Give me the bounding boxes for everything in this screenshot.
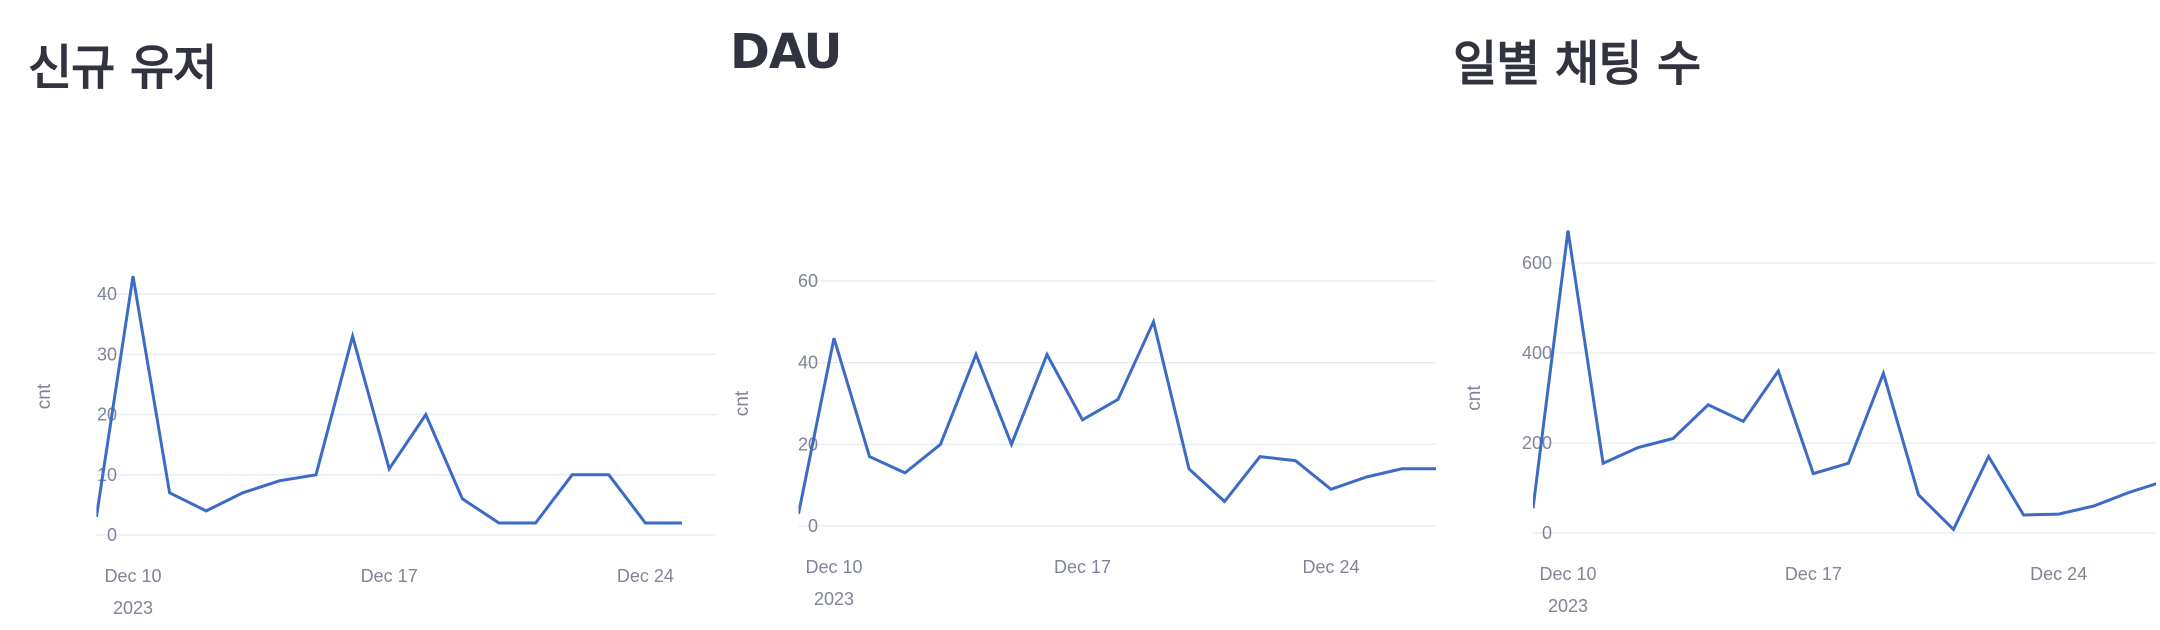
x-tick-label: Dec 24 <box>2030 564 2087 584</box>
y-tick-label: 40 <box>798 353 818 373</box>
chart-title: 일별 채팅 수 <box>1453 36 1701 92</box>
x-tick-label: Dec 24 <box>1302 557 1359 577</box>
x-tick-label: Dec 10 <box>104 566 161 586</box>
x-tick-label: Dec 17 <box>361 566 418 586</box>
x-tick-sublabel: 2023 <box>113 598 153 618</box>
chart-title: DAU <box>730 24 842 80</box>
y-tick-label: 200 <box>1522 433 1552 453</box>
y-axis-title: cnt <box>732 390 753 416</box>
x-tick-label: Dec 24 <box>617 566 674 586</box>
daily-chats-line-chart: 0 200 400 600 cnt Dec 10 2023 Dec 17 Dec 24 <box>1464 230 2156 616</box>
x-tick-label: Dec 10 <box>805 557 862 577</box>
x-tick-label: Dec 17 <box>1785 564 1842 584</box>
y-tick-label: 0 <box>1542 523 1552 543</box>
chart-panel-dau: DAU 0 20 40 60 cnt Dec 10 2023 Dec 17 Dec 24 <box>720 0 1440 630</box>
y-tick-label: 40 <box>97 284 117 304</box>
y-tick-label: 0 <box>107 525 117 545</box>
x-tick-label: Dec 17 <box>1054 557 1111 577</box>
x-tick-sublabel: 2023 <box>1548 596 1588 616</box>
chart-panel-new-users: 신규 유저 0 10 20 30 40 cnt Dec 10 2023 Dec 17 Dec 24 <box>0 0 720 630</box>
y-tick-label: 600 <box>1522 253 1552 273</box>
y-tick-label: 30 <box>97 344 117 364</box>
x-tick-sublabel: 2023 <box>814 589 854 609</box>
chart-title: 신규 유저 <box>28 40 217 96</box>
series-line <box>96 275 682 525</box>
y-tick-label: 0 <box>808 516 818 536</box>
chart-panel-daily-chats: 일별 채팅 수 0 200 400 600 cnt Dec 10 2023 Dec 17 Dec… <box>1440 0 2160 630</box>
y-axis-title: cnt <box>1464 385 1485 411</box>
y-tick-label: 10 <box>97 465 117 485</box>
y-tick-label: 400 <box>1522 343 1552 363</box>
x-tick-label: Dec 10 <box>1539 564 1596 584</box>
y-axis-title: cnt <box>34 383 55 409</box>
series-line <box>1532 230 2156 532</box>
y-tick-label: 60 <box>798 271 818 291</box>
series-line <box>798 317 1436 515</box>
